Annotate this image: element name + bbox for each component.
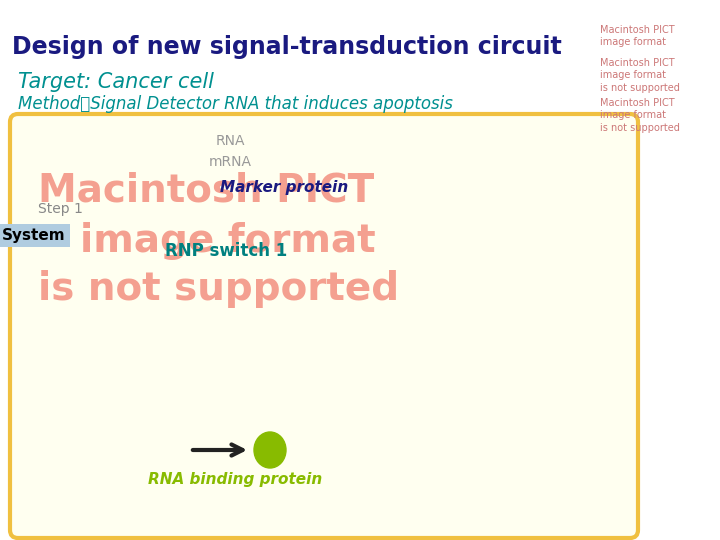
Text: Design of new signal-transduction circuit: Design of new signal-transduction circui… xyxy=(12,35,562,59)
Text: Macintosh PICT
image format: Macintosh PICT image format xyxy=(600,25,675,48)
Text: RNA binding protein: RNA binding protein xyxy=(148,472,322,487)
Text: Macintosh PICT
image format
is not supported: Macintosh PICT image format is not suppo… xyxy=(600,98,680,133)
Text: Macintosh PICT: Macintosh PICT xyxy=(38,172,374,210)
Text: image format: image format xyxy=(80,222,376,260)
Text: mRNA: mRNA xyxy=(209,155,251,169)
Text: Macintosh PICT
image format
is not supported: Macintosh PICT image format is not suppo… xyxy=(600,58,680,93)
Text: RNP switch 1: RNP switch 1 xyxy=(165,242,287,260)
Text: Step 1: Step 1 xyxy=(38,202,83,216)
Ellipse shape xyxy=(254,432,286,468)
FancyBboxPatch shape xyxy=(10,114,638,538)
Text: is not supported: is not supported xyxy=(38,270,399,308)
Text: Marker protein: Marker protein xyxy=(220,180,348,195)
Text: RNA: RNA xyxy=(215,134,245,148)
Text: System: System xyxy=(2,228,66,243)
Text: Target: Cancer cell: Target: Cancer cell xyxy=(18,72,214,92)
Text: Method：Signal Detector RNA that induces apoptosis: Method：Signal Detector RNA that induces … xyxy=(18,95,453,113)
